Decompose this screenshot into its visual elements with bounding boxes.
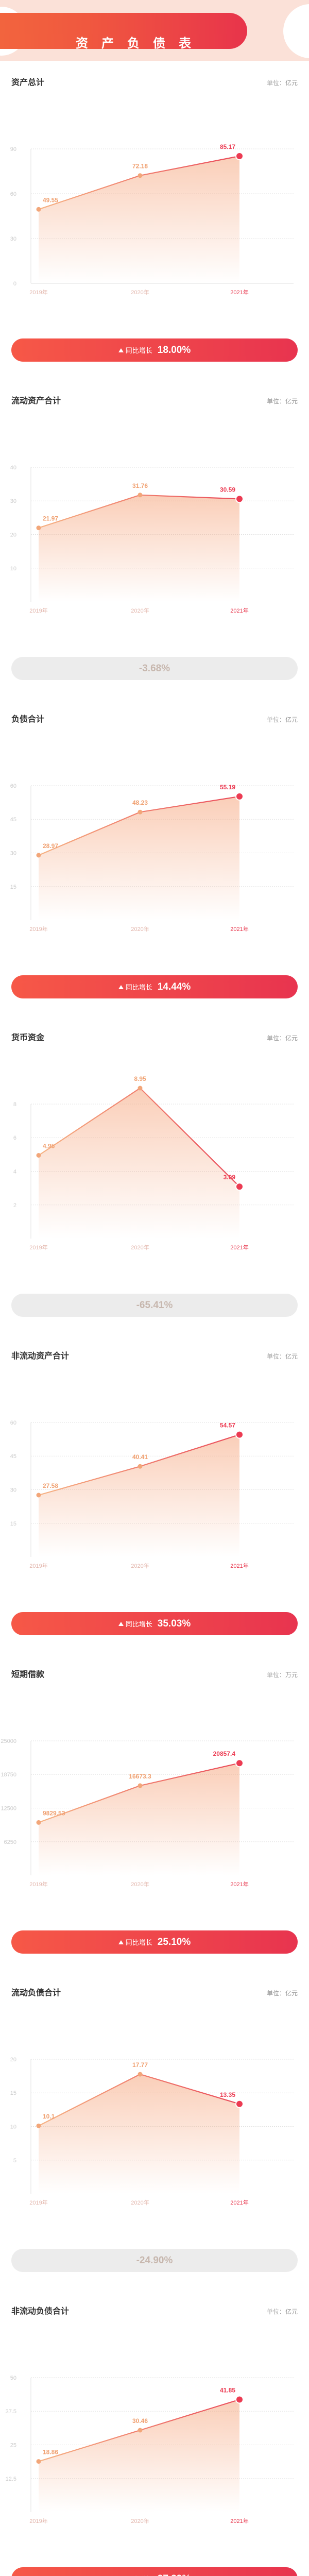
svg-text:30: 30 (10, 236, 16, 242)
svg-text:13.35: 13.35 (220, 2091, 235, 2098)
svg-text:20: 20 (10, 532, 16, 538)
svg-text:9829.53: 9829.53 (43, 1809, 65, 1817)
svg-text:37.5: 37.5 (6, 2409, 16, 2415)
svg-text:2021年: 2021年 (230, 1244, 248, 1251)
svg-text:2019年: 2019年 (29, 2517, 47, 2524)
svg-text:85.17: 85.17 (220, 143, 235, 150)
svg-text:21.97: 21.97 (43, 515, 58, 522)
svg-text:2021年: 2021年 (230, 1880, 248, 1888)
svg-text:40: 40 (10, 465, 16, 471)
svg-text:55.19: 55.19 (220, 784, 235, 791)
svg-text:8: 8 (13, 1101, 16, 1108)
svg-text:20: 20 (10, 2057, 16, 2063)
svg-text:28.97: 28.97 (43, 842, 58, 850)
svg-text:2019年: 2019年 (29, 1562, 47, 1569)
svg-text:4: 4 (13, 1169, 16, 1175)
svg-text:4.95: 4.95 (43, 1143, 55, 1150)
svg-text:2020年: 2020年 (131, 607, 149, 614)
svg-text:50: 50 (10, 2375, 16, 2381)
svg-text:31.76: 31.76 (132, 482, 148, 489)
svg-text:12500: 12500 (1, 1806, 16, 1812)
svg-text:2: 2 (13, 1202, 16, 1209)
svg-text:18750: 18750 (1, 1772, 16, 1778)
svg-text:54.57: 54.57 (220, 1422, 235, 1429)
svg-text:2021年: 2021年 (230, 607, 248, 614)
svg-text:2021年: 2021年 (230, 2517, 248, 2524)
svg-text:2021年: 2021年 (230, 289, 248, 296)
svg-text:16673.3: 16673.3 (129, 1773, 151, 1780)
svg-text:10: 10 (10, 2124, 16, 2130)
svg-text:15: 15 (10, 1521, 16, 1527)
svg-text:45: 45 (10, 817, 16, 823)
svg-text:30: 30 (10, 851, 16, 857)
svg-text:30.59: 30.59 (220, 486, 235, 493)
svg-text:3.09: 3.09 (224, 1174, 236, 1181)
svg-text:27.58: 27.58 (43, 1482, 58, 1489)
svg-text:60: 60 (10, 1420, 16, 1426)
svg-text:2019年: 2019年 (29, 1880, 47, 1888)
svg-text:6: 6 (13, 1135, 16, 1141)
svg-text:30: 30 (10, 1487, 16, 1494)
svg-text:25: 25 (10, 2443, 16, 2449)
svg-text:10.1: 10.1 (43, 2113, 55, 2120)
svg-text:2020年: 2020年 (131, 1562, 149, 1569)
svg-text:40.41: 40.41 (132, 1453, 148, 1461)
svg-text:48.23: 48.23 (132, 799, 148, 806)
svg-text:2019年: 2019年 (29, 289, 47, 296)
svg-text:30: 30 (10, 498, 16, 504)
svg-text:2020年: 2020年 (131, 289, 149, 296)
svg-text:15: 15 (10, 884, 16, 890)
svg-text:12.5: 12.5 (6, 2476, 16, 2482)
svg-text:0: 0 (13, 281, 16, 287)
svg-text:30.46: 30.46 (132, 2417, 148, 2425)
svg-text:20857.4: 20857.4 (213, 1750, 236, 1757)
svg-text:2021年: 2021年 (230, 925, 248, 933)
svg-text:2019年: 2019年 (29, 1244, 47, 1251)
svg-text:2020年: 2020年 (131, 1244, 149, 1251)
svg-text:6250: 6250 (4, 1839, 16, 1845)
svg-text:45: 45 (10, 1453, 16, 1460)
svg-text:5: 5 (13, 2158, 16, 2164)
svg-text:41.85: 41.85 (220, 2387, 235, 2394)
svg-text:18.86: 18.86 (43, 2449, 58, 2456)
svg-text:2020年: 2020年 (131, 2199, 149, 2206)
svg-text:49.55: 49.55 (43, 196, 58, 204)
svg-text:2019年: 2019年 (29, 607, 47, 614)
svg-text:2020年: 2020年 (131, 925, 149, 933)
svg-text:25000: 25000 (1, 1738, 16, 1744)
svg-text:8.95: 8.95 (134, 1075, 146, 1082)
svg-text:60: 60 (10, 783, 16, 789)
svg-text:2020年: 2020年 (131, 1880, 149, 1888)
svg-text:2019年: 2019年 (29, 2199, 47, 2206)
svg-text:15: 15 (10, 2090, 16, 2096)
svg-text:72.18: 72.18 (132, 163, 148, 170)
svg-text:2020年: 2020年 (131, 2517, 149, 2524)
svg-text:2021年: 2021年 (230, 1562, 248, 1569)
svg-text:90: 90 (10, 146, 16, 152)
svg-text:17.77: 17.77 (132, 2061, 148, 2069)
svg-text:2019年: 2019年 (29, 925, 47, 933)
svg-text:60: 60 (10, 191, 16, 197)
svg-text:2021年: 2021年 (230, 2199, 248, 2206)
svg-text:10: 10 (10, 566, 16, 572)
